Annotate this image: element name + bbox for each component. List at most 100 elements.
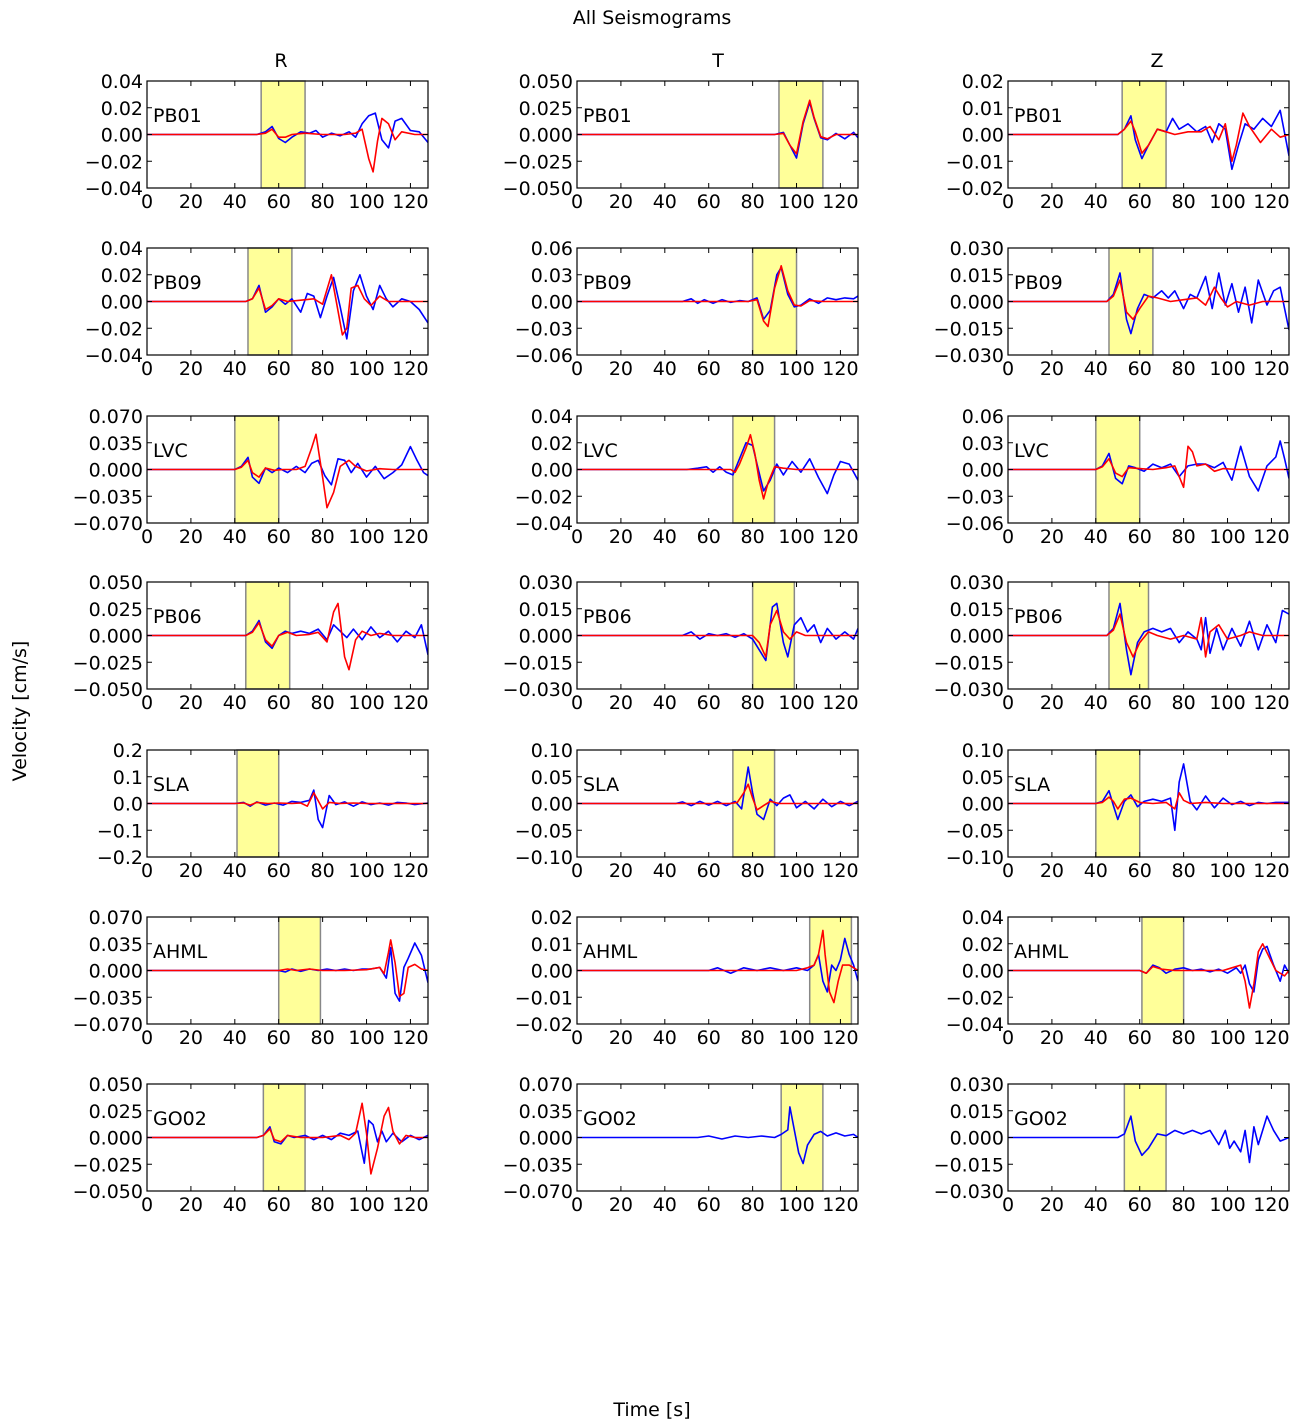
- x-tick-label: 100: [348, 692, 384, 714]
- y-tick-label: −0.025: [73, 1154, 143, 1176]
- y-tick-label: −0.01: [515, 987, 573, 1009]
- y-tick-label: 0.01: [531, 934, 573, 956]
- y-tick-label: 0.00: [101, 125, 143, 147]
- x-tick-label: 60: [697, 1027, 721, 1049]
- x-tick-label: 100: [778, 860, 814, 882]
- x-tick-label: 20: [1040, 1194, 1064, 1216]
- x-tick-label: 20: [609, 526, 633, 548]
- x-tick-label: 60: [267, 692, 291, 714]
- station-label: PB01: [1014, 105, 1063, 127]
- panel-pb06-r: 0 20 40 60 80 100 120 0.050 0.025 0.000 −0.025 −0.0…: [73, 572, 429, 714]
- y-tick-label: −0.030: [934, 679, 1004, 701]
- synthetic-trace: [1008, 613, 1289, 658]
- y-tick-label: 0.050: [89, 1074, 143, 1096]
- y-tick-label: 0.04: [531, 406, 573, 428]
- y-tick-label: −0.1: [97, 820, 143, 842]
- x-tick-label: 0: [1002, 860, 1014, 882]
- y-tick-label: −0.025: [503, 151, 573, 173]
- x-tick-label: 20: [1040, 191, 1064, 213]
- x-tick-label: 0: [571, 191, 583, 213]
- x-tick-label: 120: [822, 191, 858, 213]
- x-tick-label: 60: [267, 526, 291, 548]
- x-tick-label: 20: [179, 358, 203, 380]
- x-tick-label: 100: [778, 1194, 814, 1216]
- y-tick-label: −0.05: [946, 820, 1004, 842]
- synthetic-trace: [147, 117, 428, 173]
- y-tick-label: 0.000: [89, 1128, 143, 1150]
- x-tick-label: 0: [571, 358, 583, 380]
- x-tick-label: 60: [697, 1194, 721, 1216]
- y-tick-label: −0.03: [946, 486, 1004, 508]
- x-tick-label: 100: [348, 358, 384, 380]
- x-tick-label: 0: [141, 692, 153, 714]
- x-tick-label: 100: [778, 526, 814, 548]
- x-tick-label: 40: [653, 191, 677, 213]
- x-tick-label: 0: [141, 1027, 153, 1049]
- y-tick-label: −0.04: [946, 1014, 1004, 1036]
- y-tick-label: 0.02: [531, 433, 573, 455]
- y-tick-label: −0.030: [934, 1181, 1004, 1203]
- observed-trace: [577, 442, 858, 495]
- column-title-t: T: [711, 50, 724, 72]
- panel-lvc-r: 0 20 40 60 80 100 120 0.070 0.035 0.000 −0.035 −0.0…: [73, 406, 429, 548]
- x-tick-label: 0: [141, 1194, 153, 1216]
- x-tick-label: 40: [223, 860, 247, 882]
- x-tick-label: 120: [822, 860, 858, 882]
- x-tick-label: 20: [609, 358, 633, 380]
- station-label: AHML: [153, 941, 208, 963]
- panel-pb09-t: 0 20 40 60 80 100 120 0.06 0.03 0.00 −0.03 −0.06 PB0…: [515, 238, 859, 380]
- y-tick-label: −0.035: [73, 987, 143, 1009]
- x-tick-label: 100: [348, 860, 384, 882]
- y-tick-label: 0.000: [950, 292, 1004, 314]
- column-title-z: Z: [1150, 50, 1163, 72]
- synthetic-trace: [147, 792, 428, 810]
- x-tick-label: 100: [778, 1027, 814, 1049]
- y-tick-label: 0.025: [519, 98, 573, 120]
- y-tick-label: 0.1: [113, 767, 143, 789]
- y-tick-label: −0.02: [946, 178, 1004, 200]
- x-tick-label: 80: [1172, 526, 1196, 548]
- x-tick-label: 100: [778, 692, 814, 714]
- panel-lvc-z: 0 20 40 60 80 100 120 0.06 0.03 0.00 −0.03 −0.06 LVC: [946, 406, 1290, 548]
- x-tick-label: 120: [392, 860, 428, 882]
- station-label: PB06: [1014, 606, 1063, 628]
- fit-window: [808, 916, 853, 1025]
- y-tick-label: 0.10: [531, 740, 573, 762]
- x-tick-label: 40: [653, 1027, 677, 1049]
- figure-title: All Seismograms: [573, 7, 732, 29]
- y-tick-label: −0.10: [946, 847, 1004, 869]
- y-tick-label: −0.02: [85, 151, 143, 173]
- synthetic-trace: [577, 265, 858, 328]
- x-tick-label: 60: [697, 526, 721, 548]
- x-tick-label: 120: [822, 1194, 858, 1216]
- y-tick-label: 0.10: [962, 740, 1004, 762]
- x-tick-label: 80: [741, 358, 765, 380]
- y-tick-label: −0.015: [934, 1154, 1004, 1176]
- y-tick-label: 0.02: [531, 907, 573, 929]
- fit-window: [751, 581, 796, 690]
- y-tick-label: 0.030: [519, 572, 573, 594]
- x-tick-label: 20: [1040, 692, 1064, 714]
- station-label: AHML: [1014, 941, 1069, 963]
- x-tick-label: 120: [822, 358, 858, 380]
- x-tick-label: 20: [609, 1194, 633, 1216]
- x-tick-label: 120: [392, 191, 428, 213]
- x-tick-label: 20: [1040, 358, 1064, 380]
- x-tick-label: 80: [741, 1194, 765, 1216]
- x-tick-label: 100: [348, 1194, 384, 1216]
- synthetic-trace: [1008, 792, 1289, 810]
- y-tick-label: −0.04: [85, 345, 143, 367]
- x-tick-label: 20: [1040, 860, 1064, 882]
- y-tick-label: 0.000: [950, 1128, 1004, 1150]
- x-axis-label: Time [s]: [612, 1399, 690, 1421]
- x-tick-label: 40: [223, 1194, 247, 1216]
- panel-sla-t: 0 20 40 60 80 100 120 0.10 0.05 0.00 −0.05 −0.10 SLA: [515, 740, 859, 882]
- x-tick-label: 40: [653, 358, 677, 380]
- x-tick-label: 120: [1253, 191, 1289, 213]
- y-tick-label: 0.00: [962, 460, 1004, 482]
- observed-trace: [1008, 1115, 1289, 1164]
- y-tick-label: 0.00: [962, 125, 1004, 147]
- synthetic-trace: [1008, 445, 1289, 489]
- x-tick-label: 60: [697, 191, 721, 213]
- x-tick-label: 120: [1253, 358, 1289, 380]
